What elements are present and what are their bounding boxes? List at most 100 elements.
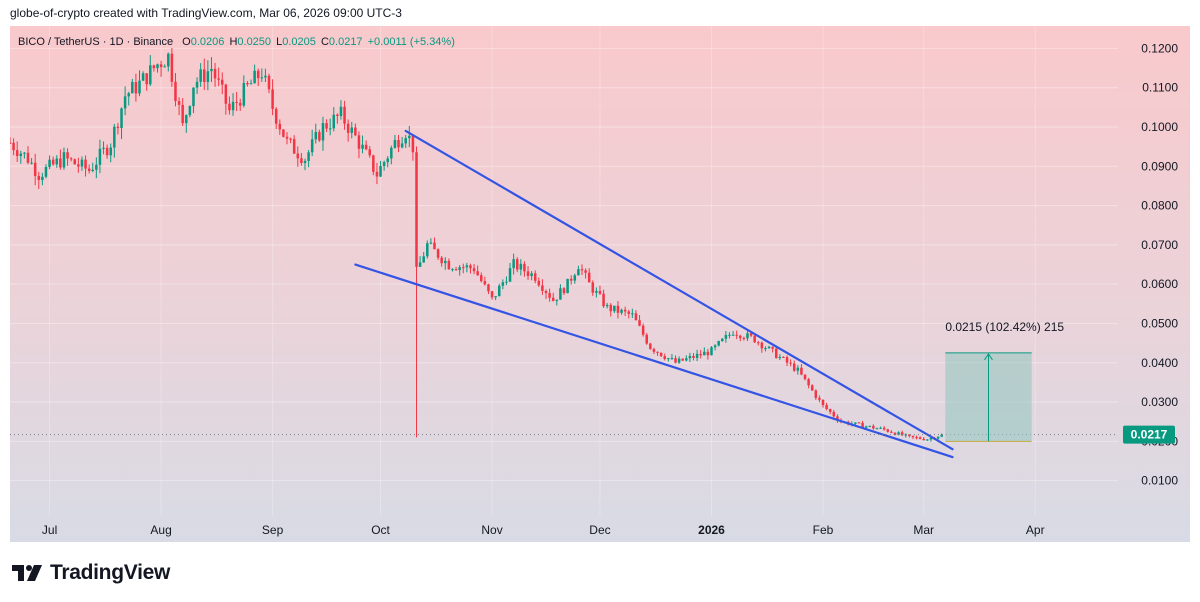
candle-body — [595, 290, 598, 293]
last-price-badge-text: 0.0217 — [1131, 428, 1168, 442]
candle-body — [210, 68, 213, 72]
candle-body — [346, 123, 350, 133]
candle-body — [685, 358, 688, 361]
candle-body — [562, 288, 566, 294]
candle-body — [285, 136, 289, 139]
candle-body — [613, 305, 616, 312]
candle-body — [454, 269, 458, 271]
candle-body — [379, 166, 382, 177]
candle-body — [224, 84, 228, 104]
candle-body — [490, 291, 494, 298]
candle-body — [721, 338, 724, 342]
candle-body — [857, 422, 861, 424]
candle-body — [73, 159, 77, 165]
candle-body — [282, 129, 285, 137]
candle-body — [760, 342, 764, 349]
y-tick-label: 0.1200 — [1141, 41, 1178, 55]
candle-body — [929, 437, 933, 440]
candle-body — [670, 358, 674, 360]
candle-body — [904, 434, 908, 436]
candle-body — [469, 265, 472, 269]
candle-body — [739, 335, 742, 339]
tradingview-logo[interactable]: TradingView — [12, 560, 170, 586]
candle-body — [235, 101, 238, 103]
x-tick-label: 2026 — [698, 523, 725, 537]
wedge-upper-line — [404, 129, 954, 451]
candle-body — [649, 343, 652, 350]
price-chart[interactable]: 0.0215 (102.42%) 215 0.12000.11000.10000… — [10, 26, 1190, 542]
candle-body — [537, 280, 541, 286]
candle-body — [645, 334, 648, 344]
candle-body — [580, 269, 584, 271]
candle-body — [667, 358, 670, 360]
candle-body — [177, 101, 181, 105]
candle-body — [95, 164, 98, 170]
candle-body — [623, 309, 627, 312]
candle-body — [861, 422, 864, 428]
legend-open-value: 0.0206 — [190, 36, 225, 48]
candle-body — [854, 422, 857, 424]
candle-body — [314, 131, 318, 140]
candle-body — [174, 81, 177, 102]
candle-body — [386, 158, 389, 163]
candle-body — [598, 290, 602, 294]
x-tick-label: Apr — [1026, 523, 1045, 537]
candle-body — [138, 80, 141, 94]
candle-body — [774, 348, 778, 359]
candle-body — [868, 425, 872, 427]
last-price-badge-bg — [1123, 425, 1175, 444]
chart-area[interactable]: 0.0215 (102.42%) 215 0.1200 0.1100 0.1000 0… — [10, 26, 1190, 542]
candle-body — [480, 275, 483, 282]
candle-body — [641, 325, 645, 335]
candle-body — [800, 367, 803, 375]
annotations: 0.0215 (102.42%) 215 — [10, 129, 1118, 459]
candle-body — [375, 171, 379, 177]
candle-body — [767, 346, 771, 349]
y-tick-label: 0.1000 — [1141, 120, 1178, 134]
candle-body — [587, 272, 591, 283]
candle-body — [87, 168, 91, 171]
candle-body — [59, 158, 62, 168]
candle-body — [872, 425, 875, 429]
candle-body — [803, 374, 807, 380]
candle-body — [505, 281, 508, 283]
candle-body — [336, 114, 339, 117]
candle-body — [217, 78, 220, 80]
candle-body — [156, 64, 159, 69]
candle-body — [51, 159, 55, 165]
candle-body — [584, 270, 587, 273]
candle-body — [875, 428, 879, 430]
candle-body — [864, 426, 868, 428]
candle-body — [69, 158, 73, 160]
measure-arrow-head — [984, 353, 993, 361]
candle-body — [418, 262, 422, 267]
candle-body — [818, 397, 821, 400]
candle-body — [213, 68, 217, 79]
candle-body — [228, 103, 231, 111]
candle-body — [631, 313, 634, 315]
candle-body — [814, 390, 818, 398]
candle-body — [792, 363, 796, 371]
candle-body — [364, 144, 368, 150]
candle-body — [890, 431, 893, 433]
legend-close-value: 0.0217 — [328, 36, 363, 48]
candle-body — [339, 106, 343, 117]
candle-body — [433, 242, 436, 250]
candle-body — [533, 273, 537, 281]
candle-body — [397, 139, 400, 148]
candle-body — [577, 269, 580, 276]
candle-body — [203, 69, 206, 82]
candle-body — [634, 313, 638, 321]
candle-body — [652, 349, 656, 352]
candle-body — [167, 53, 170, 67]
candle-body — [757, 342, 760, 344]
candle-body — [152, 65, 156, 69]
candle-body — [113, 126, 116, 148]
candle-body — [699, 353, 702, 356]
candle-body — [307, 152, 310, 161]
candle-body — [253, 70, 256, 84]
candle-body — [821, 399, 825, 405]
candle-body — [659, 352, 663, 357]
candle-body — [663, 356, 666, 360]
candle-body — [832, 411, 836, 417]
